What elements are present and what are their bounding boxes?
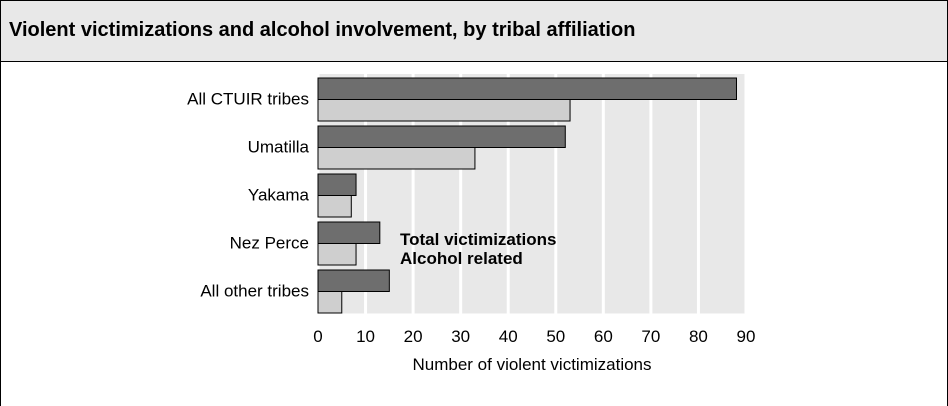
bar-alcohol-related [317, 243, 357, 266]
legend-total-victimizations: Total victimizations [400, 230, 557, 249]
x-tick-label: 70 [641, 327, 660, 346]
x-tick-label: 60 [594, 327, 613, 346]
bar-total-victimizations [317, 125, 566, 148]
category-label: All other tribes [200, 282, 309, 301]
bar-total-victimizations [317, 173, 357, 196]
category-label: Umatilla [248, 138, 310, 157]
x-axis-title: Number of violent victimizations [412, 355, 651, 374]
x-tick-label: 20 [404, 327, 423, 346]
bar-total-victimizations [317, 221, 381, 244]
bar-alcohol-related [317, 147, 476, 170]
x-tick-label: 90 [737, 327, 756, 346]
legend-alcohol-related: Alcohol related [400, 249, 523, 268]
bar-alcohol-related [317, 291, 343, 314]
category-label: All CTUIR tribes [187, 90, 309, 109]
category-label: Yakama [248, 186, 310, 205]
x-tick-label: 50 [546, 327, 565, 346]
bar-total-victimizations [317, 269, 390, 292]
title-divider [1, 61, 947, 62]
x-tick-label: 0 [313, 327, 322, 346]
category-label: Nez Perce [230, 234, 309, 253]
bar-alcohol-related [317, 195, 352, 218]
x-tick-label: 40 [499, 327, 518, 346]
x-tick-label: 10 [356, 327, 375, 346]
bar-total-victimizations [317, 77, 737, 100]
x-tick-label: 30 [451, 327, 470, 346]
bar-alcohol-related [317, 99, 571, 122]
title-band [1, 1, 947, 61]
chart-title: Violent victimizations and alcohol invol… [9, 19, 636, 41]
x-tick-label: 80 [689, 327, 708, 346]
